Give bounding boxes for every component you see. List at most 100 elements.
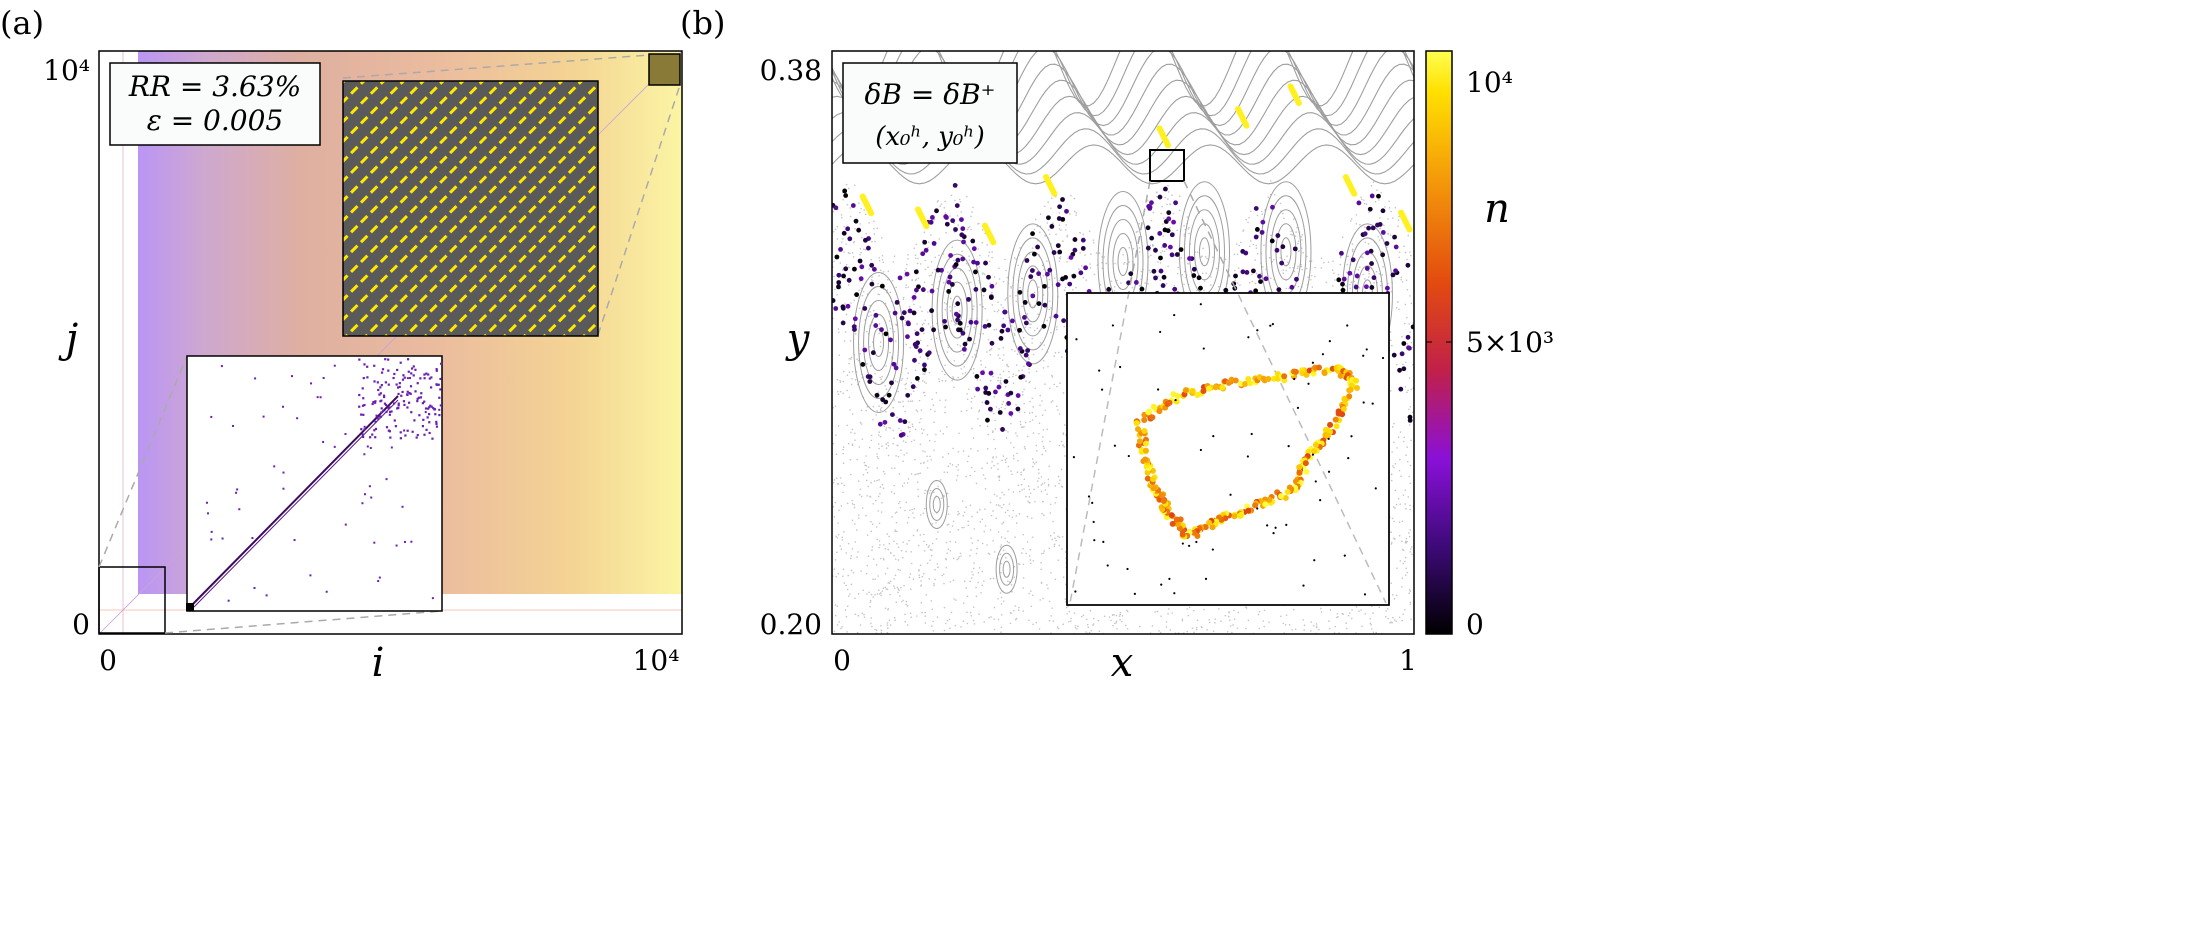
chaos-point: [907, 372, 909, 374]
trajectory-point: [986, 274, 991, 280]
chaos-point: [1010, 442, 1012, 444]
chaos-point: [1392, 594, 1394, 596]
chaos-point: [1138, 247, 1141, 249]
inset-recurrence-point: [363, 425, 366, 428]
island-contour: [999, 552, 1015, 586]
chaos-point: [950, 320, 953, 322]
chaos-point: [838, 621, 840, 623]
chaos-point: [907, 286, 910, 288]
panel-a-x-tick-max: 10⁴: [633, 644, 680, 677]
chaos-point: [881, 258, 884, 261]
chaos-point: [896, 416, 898, 419]
chaos-point: [1200, 256, 1202, 258]
trajectory-point: [1036, 301, 1042, 306]
chaos-point: [1023, 426, 1025, 428]
chaos-point: [1398, 308, 1400, 311]
chaos-point: [1196, 289, 1198, 292]
chaos-point: [1075, 212, 1078, 214]
chaos-point: [999, 373, 1001, 376]
chaos-point: [1030, 323, 1032, 326]
chaos-point: [1030, 605, 1033, 608]
chaos-point: [894, 529, 896, 531]
chaos-point: [1058, 257, 1061, 259]
chaos-point: [878, 259, 881, 262]
island-contour: [929, 487, 945, 521]
trajectory-point: [840, 305, 846, 311]
trajectory-point: [869, 262, 875, 268]
chaos-point: [1069, 620, 1072, 622]
chaos-point: [1161, 205, 1163, 208]
chaos-point: [906, 263, 908, 266]
chaos-point: [914, 254, 917, 256]
chaos-point: [905, 603, 907, 606]
chaos-point: [1410, 341, 1413, 344]
chaos-point: [972, 573, 974, 576]
chaos-point: [1409, 331, 1411, 333]
inset-recurrence-point: [322, 376, 325, 379]
trajectory-point: [1392, 234, 1397, 240]
chaos-point: [946, 619, 949, 622]
trajectory-point: [1157, 231, 1163, 236]
chaos-point: [1410, 618, 1412, 620]
chaos-point: [1044, 450, 1047, 452]
chaos-point: [926, 455, 928, 458]
chaos-point: [852, 241, 855, 244]
chaos-point: [944, 406, 946, 408]
chaos-point: [1047, 201, 1049, 203]
chaos-point: [972, 308, 974, 311]
chaos-point: [1159, 631, 1162, 634]
chaos-point: [966, 195, 968, 198]
trajectory-point: [1071, 273, 1077, 279]
island-contour: [936, 253, 978, 367]
chaos-point: [833, 568, 836, 570]
chaos-point: [854, 333, 857, 335]
chaos-point: [878, 293, 881, 296]
chaos-point: [1200, 626, 1203, 628]
chaos-point: [923, 281, 926, 284]
chaos-point: [879, 435, 882, 438]
chaos-point: [904, 383, 906, 386]
chaos-point: [927, 241, 930, 243]
chaos-point: [1053, 531, 1055, 534]
chaos-point: [993, 606, 996, 609]
chaos-point: [1131, 286, 1134, 289]
chaos-point: [1116, 627, 1118, 630]
inset-recurrence-point: [399, 431, 402, 434]
trajectory-point: [953, 227, 958, 232]
chaos-point: [988, 616, 990, 619]
island-contour: [863, 300, 895, 385]
chaos-point: [945, 426, 948, 428]
chaos-point: [1042, 552, 1045, 554]
chaos-point: [990, 616, 992, 618]
chaos-point: [944, 364, 946, 367]
chaos-point: [1393, 466, 1395, 469]
trajectory-point: [1397, 367, 1402, 373]
invariant-curve: [832, 144, 1414, 185]
chaos-point: [1014, 350, 1016, 352]
chaos-point: [1040, 552, 1043, 555]
chaos-point: [1311, 286, 1314, 288]
chaos-point: [974, 353, 976, 356]
inset-recurrence-point: [265, 594, 268, 597]
chaos-point: [1403, 322, 1406, 325]
chaos-point: [1007, 431, 1009, 433]
chaos-point: [916, 481, 919, 483]
inset-recurrence-point: [396, 368, 399, 372]
chaos-point: [1047, 365, 1049, 368]
chaos-point: [859, 352, 862, 355]
chaos-point: [994, 447, 997, 450]
chaos-point: [1388, 200, 1390, 203]
chaos-point: [957, 469, 959, 471]
inset-recurrence-point: [387, 369, 390, 372]
chaos-point: [983, 530, 986, 533]
chaos-point: [1310, 278, 1312, 281]
chaos-point: [997, 462, 999, 465]
chaos-point: [1050, 207, 1052, 209]
chaos-point: [946, 351, 949, 353]
chaos-point: [842, 575, 844, 578]
chaos-point: [975, 595, 978, 598]
chaos-point: [1121, 614, 1124, 617]
chaos-point: [863, 616, 866, 618]
chaos-point: [1171, 612, 1174, 614]
chaos-point: [1017, 264, 1020, 267]
